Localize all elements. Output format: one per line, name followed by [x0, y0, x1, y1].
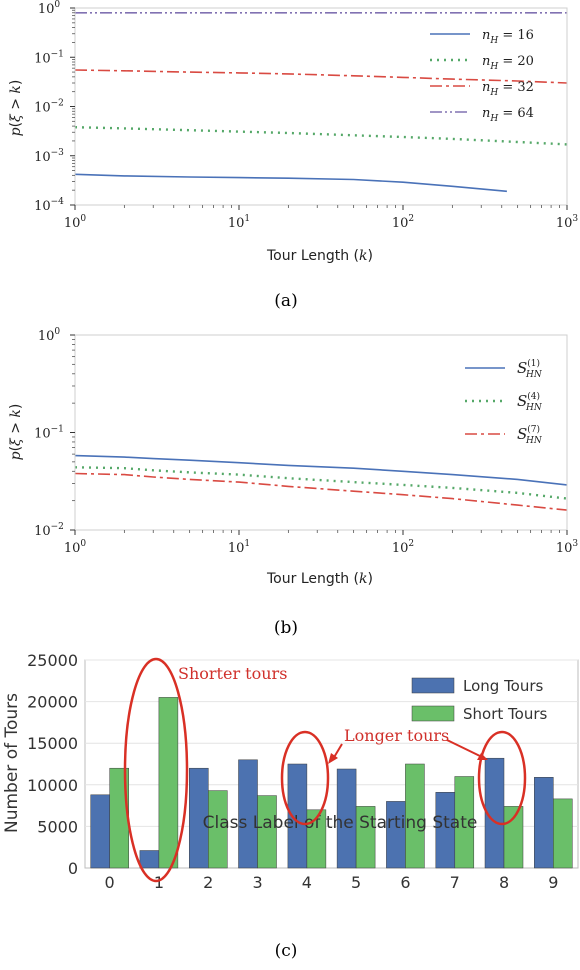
- bar-short-tours-4: [306, 809, 327, 869]
- panel-a-lines: [74, 12, 568, 193]
- x-tick-label: 7: [450, 873, 460, 892]
- caption-a: (a): [274, 291, 297, 311]
- y-tick-label: 10−2: [34, 99, 64, 116]
- panel-a-xlabel: Tour Length (k): [266, 248, 373, 264]
- bar-long-tours-0: [90, 794, 110, 869]
- x-tick-label: 1: [154, 873, 164, 892]
- plot-frame: [74, 334, 568, 531]
- annotation-ellipse-class-4: [280, 730, 330, 826]
- y-tick-label: 25000: [27, 651, 78, 670]
- annotation-arrow-to-8: [446, 739, 483, 758]
- x-tick-label: 0: [105, 873, 115, 892]
- series-line-3: [74, 472, 568, 511]
- y-tick-label: 10−2: [34, 522, 64, 539]
- legend-label-2: S(4) HN: [517, 391, 543, 413]
- legend-swatch-2: [411, 705, 455, 722]
- panel-b-xlabel: Tour Length (k): [266, 571, 373, 587]
- panel-a-ylabel: p(ξ > k): [8, 80, 24, 137]
- y-tick-label: 20000: [27, 693, 78, 712]
- legend-label-2: nH = 20: [482, 54, 534, 72]
- x-tick-label: 103: [556, 214, 579, 231]
- bar-short-tours-8: [503, 806, 524, 869]
- x-tick-label: 9: [548, 873, 558, 892]
- bar-short-tours-2: [208, 790, 228, 869]
- bar-short-tours-5: [355, 806, 376, 869]
- x-tick-label: 100: [64, 214, 87, 231]
- bar-long-tours-9: [534, 777, 554, 869]
- annotation-shorter-tours: Shorter tours: [178, 664, 287, 683]
- x-tick-label: 102: [392, 539, 414, 556]
- legend-label-1: Long Tours: [463, 677, 544, 695]
- panel-b: 100 101 102 103 10−2 10−1 100 S(1) HN S(4) HN S(7)…: [8, 327, 578, 638]
- annotation-ellipse-class-8: [477, 730, 527, 826]
- annotation-ellipse-class-1: [123, 657, 189, 883]
- y-tick-label: 10−1: [34, 425, 64, 442]
- caption-b: (b): [274, 618, 298, 638]
- legend-label-3: S(7) HN: [517, 424, 543, 446]
- panel-b-axes: 100 101 102 103 10−2 10−1 100: [34, 327, 578, 556]
- panel-a-axes: 100 101 102 103 10−4 10−3 10−2 10−1 100: [34, 0, 578, 231]
- caption-c: (c): [275, 941, 298, 961]
- x-tick-label: 101: [228, 539, 250, 556]
- x-tick-label: 4: [302, 873, 312, 892]
- y-tick-label: 100: [38, 0, 61, 17]
- x-tick-label: 103: [556, 539, 579, 556]
- y-tick-label: 5000: [37, 817, 78, 836]
- series-line-2: [74, 126, 568, 146]
- annotation-arrowhead-to-4: [328, 753, 338, 764]
- series-line-2: [74, 466, 568, 500]
- x-tick-label: 8: [499, 873, 509, 892]
- panel-c-bars: [90, 697, 573, 869]
- panel-c-xlabel: Class Label of the Starting State: [203, 813, 478, 833]
- legend-swatch-1: [411, 677, 455, 694]
- y-tick-label: 15000: [27, 734, 78, 753]
- legend-label-1: S(1) HN: [517, 358, 543, 380]
- x-tick-label: 3: [252, 873, 262, 892]
- annotation-arrowhead-to-8: [477, 753, 488, 760]
- y-tick-label: 10000: [27, 776, 78, 795]
- panel-c: 0 5000 10000 15000 20000 25000 0 1 2 3 4 5 6 7 8 9 Long…: [2, 651, 579, 961]
- x-tick-label: 6: [400, 873, 410, 892]
- panel-b-ylabel: p(ξ > k): [8, 404, 24, 461]
- legend-label-4: nH = 64: [482, 106, 534, 124]
- y-tick-label: 10−4: [34, 197, 64, 214]
- y-tick-label: 0: [68, 859, 78, 878]
- x-tick-label: 2: [203, 873, 213, 892]
- legend-label-1: nH = 16: [482, 28, 534, 46]
- panel-c-axes: 0 5000 10000 15000 20000 25000 0 1 2 3 4 5 6 7 8 9: [27, 651, 558, 892]
- bar-short-tours-7: [454, 776, 475, 869]
- series-line-3: [74, 69, 568, 84]
- series-line-1: [74, 454, 568, 486]
- bar-short-tours-3: [257, 795, 277, 869]
- y-tick-label: 10−3: [34, 148, 64, 165]
- bar-short-tours-6: [405, 763, 425, 869]
- panel-b-legend: S(1) HN S(4) HN S(7) HN: [465, 358, 543, 446]
- annotation-longer-tours: Longer tours: [344, 726, 449, 745]
- panel-a-legend: nH = 16 nH = 20 nH = 32 nH = 64: [430, 28, 534, 124]
- panel-b-lines: [74, 454, 568, 511]
- x-tick-label: 100: [64, 539, 87, 556]
- bar-long-tours-1: [139, 850, 160, 869]
- bar-long-tours-6: [386, 801, 406, 869]
- legend-label-2: Short Tours: [463, 705, 547, 723]
- bar-short-tours-9: [553, 798, 573, 869]
- x-tick-label: 101: [228, 214, 250, 231]
- legend-label-3: nH = 32: [482, 80, 534, 98]
- x-tick-label: 5: [351, 873, 361, 892]
- panel-c-legend: Long Tours Short Tours: [411, 677, 547, 723]
- series-line-1: [74, 173, 507, 193]
- bar-short-tours-1: [158, 697, 179, 869]
- y-tick-label: 100: [38, 327, 61, 344]
- x-tick-label: 102: [392, 214, 414, 231]
- panel-c-ylabel: Number of Tours: [2, 693, 22, 833]
- y-tick-label: 10−1: [34, 49, 64, 66]
